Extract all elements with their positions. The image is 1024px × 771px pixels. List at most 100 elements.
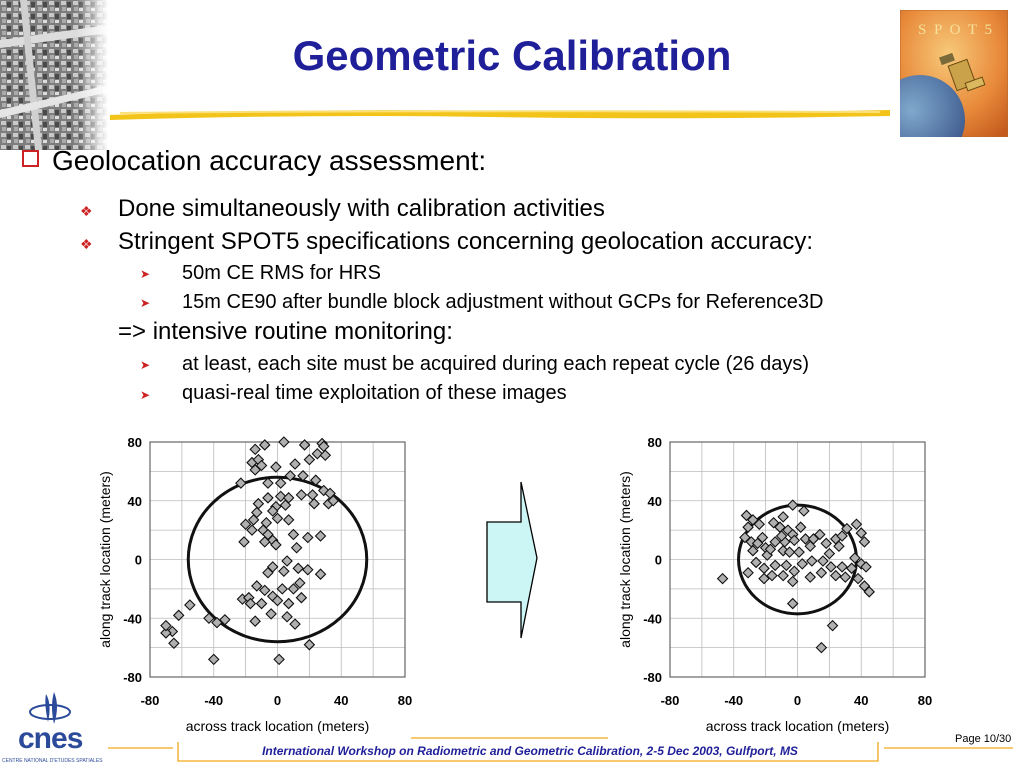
data-point (751, 537, 764, 550)
data-point (742, 521, 754, 533)
y-tick-label: 0 (135, 553, 142, 568)
data-point (814, 528, 826, 541)
data-point (845, 562, 858, 575)
data-point (740, 509, 753, 522)
data-point (274, 477, 287, 489)
data-point (238, 536, 250, 548)
data-point (281, 555, 293, 567)
data-point (207, 653, 220, 666)
data-point (255, 459, 268, 472)
data-point (203, 612, 215, 625)
data-point (825, 561, 837, 573)
x-tick-label: 0 (274, 693, 281, 708)
data-point (270, 539, 282, 551)
data-point (817, 555, 829, 567)
data-point (281, 611, 293, 623)
data-point (287, 583, 300, 595)
arrow-line-text: => intensive routine monitoring: (118, 318, 453, 345)
data-point (839, 571, 852, 583)
data-point (766, 569, 778, 582)
data-point (284, 470, 297, 482)
data-point (273, 653, 285, 666)
data-point (246, 524, 258, 536)
bullet-sub3a-text: at least, each site must be acquired dur… (182, 353, 810, 375)
data-point (804, 571, 817, 583)
plot-border (149, 441, 406, 678)
data-point (262, 566, 274, 579)
data-point (742, 566, 754, 579)
data-point (211, 616, 223, 629)
data-point (747, 544, 759, 557)
data-point (309, 474, 322, 486)
data-point (788, 534, 801, 547)
data-point (258, 584, 271, 597)
x-axis-label: across track location (meters) (706, 718, 890, 734)
footer-text: International Workshop on Radiometric an… (262, 744, 798, 758)
data-point (303, 638, 316, 651)
aerial-photo (0, 0, 108, 150)
y-tick-label: -40 (123, 611, 142, 626)
data-point (258, 439, 271, 451)
page-number: Page 10/30 (955, 733, 1012, 745)
data-point (314, 568, 327, 580)
data-point (278, 436, 290, 448)
data-point (860, 561, 872, 573)
data-point (852, 572, 864, 585)
data-point (249, 443, 261, 456)
data-point (266, 505, 279, 517)
x-tick-label: 80 (918, 693, 932, 708)
data-point (172, 609, 185, 622)
data-point (823, 547, 836, 560)
cnes-logo (29, 692, 71, 724)
data-point (289, 458, 301, 470)
y-tick-label: -80 (643, 670, 662, 685)
scatter-chart-after: 80 40 0 -40 -80 -80 -40 0 40 80 across track locat… (617, 435, 932, 734)
data-point (777, 569, 789, 582)
arrowhead-bullet-icon: ➤ (140, 267, 151, 281)
y-tick-label: 40 (648, 494, 662, 509)
plot-border (669, 441, 926, 678)
y-axis-label: along track location (meters) (97, 471, 113, 648)
data-point (184, 599, 196, 611)
data-point (282, 597, 295, 610)
data-point (767, 517, 780, 529)
y-axis-label: along track location (meters) (617, 471, 633, 648)
spot5-logo (900, 10, 1008, 137)
data-point (747, 514, 759, 526)
data-point (863, 586, 875, 598)
diamond-bullet-icon: ❖ (80, 236, 93, 252)
data-point (769, 536, 781, 548)
bullet-main (22, 150, 39, 172)
data-point (788, 565, 801, 578)
scatter-chart-before: 80 40 0 -40 -80 -80 -40 0 40 80 across track locat… (97, 435, 412, 734)
data-point (786, 575, 799, 588)
data-point (841, 522, 853, 535)
data-point (279, 499, 292, 511)
arrowhead-bullet-icon: ➤ (140, 388, 151, 402)
data-point (249, 615, 261, 627)
data-point (292, 562, 304, 575)
y-tick-label: -40 (643, 611, 662, 626)
data-point (278, 565, 290, 578)
diamond-bullet-icon: ❖ (80, 203, 93, 219)
data-point (251, 580, 263, 592)
data-point (239, 518, 252, 531)
data-point (820, 537, 832, 550)
data-point (168, 637, 180, 649)
data-point (786, 499, 799, 511)
data-point (327, 494, 340, 507)
data-point (297, 470, 309, 482)
data-point (219, 613, 231, 626)
data-point (780, 559, 793, 572)
x-tick-label: 0 (794, 693, 801, 708)
data-point (235, 477, 247, 489)
y-tick-label: 0 (655, 553, 662, 568)
data-point (826, 619, 839, 632)
data-point (295, 591, 308, 604)
cnes-logo-text: cnes (18, 722, 83, 755)
data-point (753, 518, 766, 531)
data-point (798, 505, 810, 517)
x-tick-label: -80 (661, 693, 680, 708)
data-point (308, 497, 320, 510)
data-point (282, 514, 295, 526)
